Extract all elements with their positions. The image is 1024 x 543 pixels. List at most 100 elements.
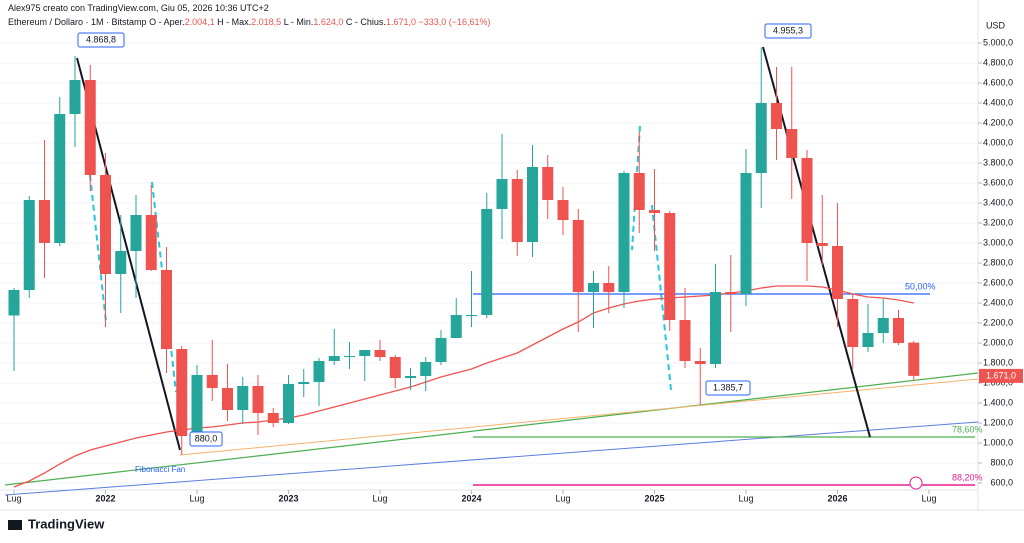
candle-body (115, 251, 127, 274)
author: Alex975 creato con TradingView.com, Giu … (8, 3, 269, 13)
candle-body (374, 350, 386, 357)
candle-body (801, 158, 813, 243)
logo: TradingView (28, 516, 105, 531)
candle-body (755, 103, 767, 173)
legend: Ethereum / Dollaro · 1M · Bitstamp O - A… (8, 17, 491, 27)
x-tick-label: 2026 (827, 493, 847, 503)
candle-body (877, 318, 889, 333)
y-tick-label: 1.000,0 (983, 437, 1013, 447)
x-tick-label: Lug (738, 493, 753, 503)
ohlc-value: 1.624,0 (313, 17, 344, 27)
annotation-box (764, 23, 812, 39)
candle-body (893, 318, 904, 343)
candle-body (511, 179, 523, 242)
candle-body (786, 129, 798, 158)
candle-body (39, 200, 50, 243)
last-price-box (979, 368, 1023, 383)
y-tick-label: 4.800,0 (983, 57, 1013, 67)
x-tick-label: Lug (189, 493, 204, 503)
candle-body (54, 114, 66, 243)
candle-body (313, 361, 325, 382)
dashed-line (651, 204, 672, 391)
candle-body (710, 292, 721, 364)
ohlc-value: 2.018,5 (251, 17, 282, 27)
candle-body (222, 388, 233, 410)
candle-body (405, 376, 416, 378)
x-tick-label: Lug (372, 493, 387, 503)
x-tick-label: 2022 (95, 493, 115, 503)
y-tick-label: 3.400,0 (983, 197, 1013, 207)
y-tick-label: 2.600,0 (983, 277, 1013, 287)
candle-body (161, 270, 172, 349)
candle-body (100, 175, 111, 274)
y-axis-label: USD (986, 20, 1006, 30)
y-tick-label: 4.600,0 (983, 77, 1013, 87)
candle-body (450, 315, 462, 338)
logo-mark (8, 520, 22, 530)
y-tick-label: 800,0 (990, 457, 1013, 467)
candle-body (649, 210, 660, 213)
candle-body (603, 283, 615, 292)
ohlc-value: 2.004,1 (184, 17, 215, 27)
ohlc-label: L - Min. (283, 17, 314, 27)
candle-body (359, 350, 371, 356)
annotation-box (705, 380, 751, 396)
candle-body (23, 200, 35, 290)
y-tick-label: 4.000,0 (983, 137, 1013, 147)
fan-line (4, 421, 979, 496)
fan-line (179, 378, 979, 456)
candle-body (725, 292, 737, 294)
y-tick-label: 2.000,0 (983, 337, 1013, 347)
annotation: 78,60% (952, 424, 983, 434)
y-tick-label: 2.200,0 (983, 317, 1013, 327)
candle-body (847, 299, 859, 347)
annotation: 880,0 (195, 433, 218, 443)
candle-body (481, 209, 493, 315)
y-tick-label: 2.800,0 (983, 257, 1013, 267)
y-tick-label: 2.400,0 (983, 297, 1013, 307)
candle-body (252, 386, 264, 413)
candle-body (420, 362, 432, 376)
y-tick-label: 3.000,0 (983, 237, 1013, 247)
candle-body (237, 386, 249, 410)
annotation: 4.868,8 (86, 34, 116, 44)
candle-body (588, 283, 599, 292)
candle-body (130, 215, 142, 251)
candle-body (557, 200, 569, 220)
annotation-box (77, 32, 125, 48)
y-tick-label: 3.800,0 (983, 157, 1013, 167)
candle-body (344, 356, 355, 357)
candle-body (176, 349, 188, 436)
candle-body (389, 357, 401, 378)
symbol: Ethereum / Dollaro · 1M · Bitstamp (8, 17, 147, 27)
candle-body (69, 80, 81, 114)
candle-body (633, 173, 645, 210)
candle-body (832, 246, 843, 299)
ohlc-value: 1.671,0 (385, 17, 416, 27)
ohlc-label: O - Aper. (149, 17, 185, 27)
y-tick-label: 1.800,0 (983, 357, 1013, 367)
candle-body (618, 173, 630, 292)
x-tick-label: Lug (921, 493, 936, 503)
fan-line (4, 372, 979, 486)
annotation: 50,00% (905, 281, 936, 291)
ohlc: O - Aper.2.004,1 H - Max.2.018,5 L - Min… (147, 17, 416, 27)
candle-body (435, 338, 447, 362)
y-tick-label: 5.000,0 (983, 37, 1013, 47)
candle-body (740, 173, 752, 294)
y-tick-label: 1.400,0 (983, 397, 1013, 407)
candle-body (191, 375, 203, 436)
candle-body (298, 382, 310, 384)
candle-body (572, 220, 584, 292)
candle-body (267, 413, 279, 423)
moving-average (13, 285, 914, 488)
candle-body (84, 80, 96, 175)
x-tick-label: 2023 (278, 493, 298, 503)
annotation-box (189, 431, 223, 447)
x-tick-label: Lug (6, 493, 21, 503)
annotation: 88,20% (952, 472, 983, 482)
candle-body (679, 320, 691, 361)
y-tick-label: 4.200,0 (983, 117, 1013, 127)
y-tick-label: 600,0 (990, 477, 1013, 487)
